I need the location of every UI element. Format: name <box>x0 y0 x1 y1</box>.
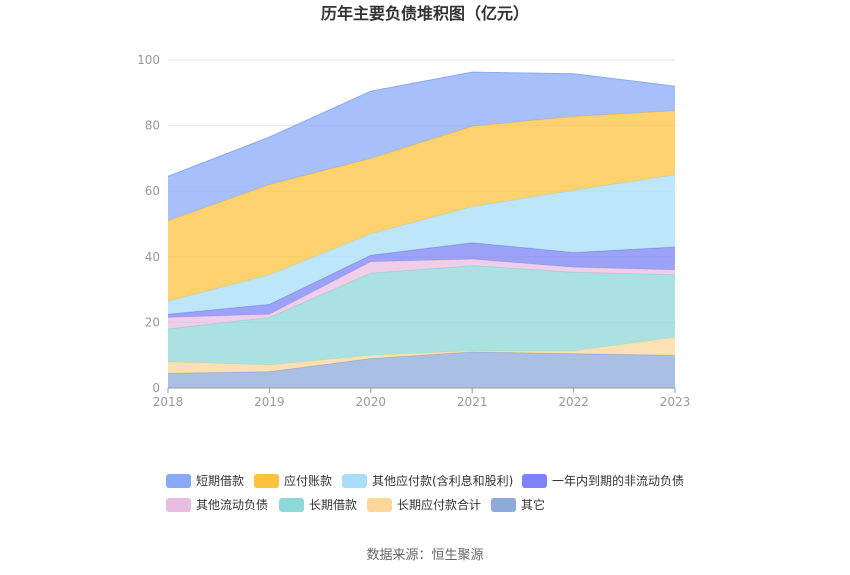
legend-item[interactable]: 其他流动负债 <box>166 498 268 512</box>
legend-swatch <box>491 498 516 512</box>
area-短期借款 <box>168 72 675 221</box>
area-其他应付款(含利息和股利) <box>168 174 675 315</box>
area-series <box>167 71 676 388</box>
y-tick-label: 0 <box>152 381 160 395</box>
area-edge-短期借款 <box>167 71 676 177</box>
legend-swatch <box>279 498 304 512</box>
legend-swatch <box>367 498 392 512</box>
legend-item[interactable]: 长期借款 <box>279 498 357 512</box>
legend-swatch <box>254 474 279 488</box>
legend-label: 长期应付款合计 <box>397 497 481 512</box>
legend-item[interactable]: 长期应付款合计 <box>367 497 481 512</box>
legend-label: 短期借款 <box>196 474 244 488</box>
x-tick-label: 2021 <box>457 395 488 409</box>
y-tick-label: 20 <box>145 315 160 329</box>
x-tick-label: 2020 <box>356 395 387 409</box>
data-source-note: 数据来源：恒生聚源 <box>366 548 483 563</box>
y-tick-label: 100 <box>137 53 160 67</box>
legend-swatch <box>166 474 191 488</box>
legend-item[interactable]: 其他应付款(含利息和股利) <box>342 473 513 488</box>
y-tick-label: 80 <box>145 119 160 133</box>
legend-item[interactable]: 短期借款 <box>166 474 244 488</box>
area-其它 <box>168 351 675 388</box>
area-其他流动负债 <box>168 259 675 329</box>
area-一年内到期的非流动负债 <box>168 242 675 318</box>
legend-label: 应付账款 <box>284 473 332 488</box>
legend-label: 一年内到期的非流动负债 <box>552 473 684 488</box>
legend-label: 其他应付款(含利息和股利) <box>372 473 513 488</box>
axes: 0 20 40 60 80 100 2018 2019 2020 2021 2022 2023 <box>137 53 690 409</box>
area-长期应付款合计 <box>168 337 675 374</box>
legend-swatch <box>522 474 547 488</box>
x-tick-label: 2019 <box>254 395 285 409</box>
legend-swatch <box>166 498 191 512</box>
legend-item[interactable]: 应付账款 <box>254 473 332 488</box>
legend-label: 其它 <box>521 497 545 512</box>
y-tick-label: 40 <box>145 250 160 264</box>
chart-title: 历年主要负债堆积图（亿元） <box>321 4 529 23</box>
area-应付账款 <box>168 110 675 302</box>
y-tick-label: 60 <box>145 184 160 198</box>
legend-swatch <box>342 474 367 488</box>
legend-label: 其他流动负债 <box>196 498 268 512</box>
legend-item[interactable]: 其它 <box>491 497 545 512</box>
x-tick-label: 2022 <box>558 395 589 409</box>
area-长期借款 <box>168 265 675 365</box>
x-tick-label: 2023 <box>660 395 691 409</box>
x-tick-label: 2018 <box>153 395 184 409</box>
legend-label: 长期借款 <box>309 498 357 512</box>
legend-item[interactable]: 一年内到期的非流动负债 <box>522 473 684 488</box>
